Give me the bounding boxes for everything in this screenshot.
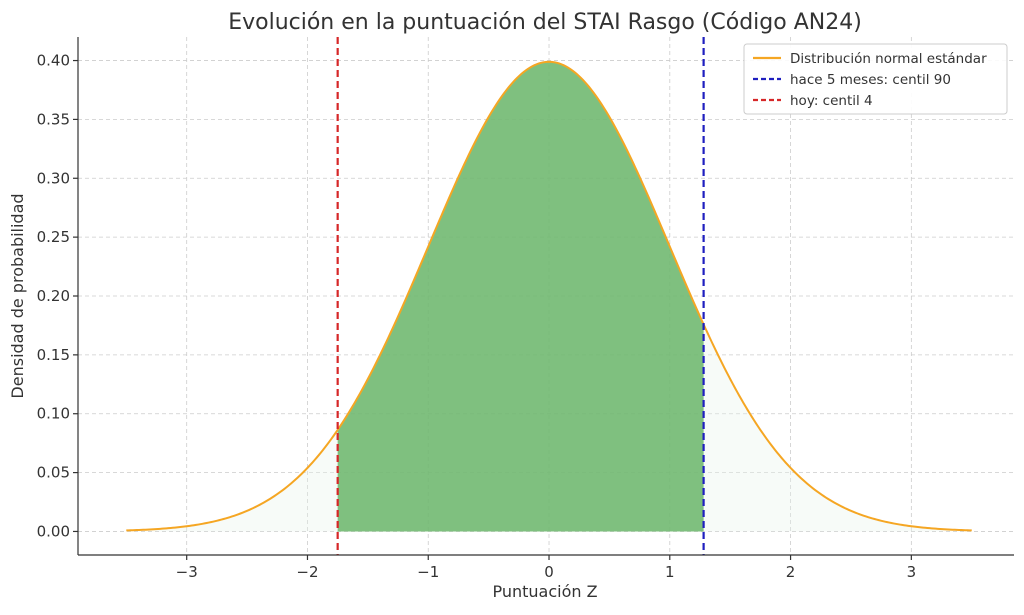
y-axis-label: Densidad de probabilidad [8,193,27,398]
y-tick-label: 0.00 [37,522,70,540]
x-tick-label: −2 [296,563,318,581]
y-tick-label: 0.20 [37,287,70,305]
legend: Distribución normal estándar hace 5 meses… [743,43,1008,115]
legend-box [743,43,1008,115]
y-tick-label: 0.40 [37,52,70,70]
y-tick-label: 0.15 [37,346,70,364]
x-tick-label: −3 [176,563,198,581]
x-tick-label: 1 [665,563,675,581]
y-tick-label: 0.25 [37,228,70,246]
plot-group [126,37,972,555]
x-tick-label: −1 [417,563,439,581]
normal-curve-line [126,60,972,532]
x-tick-label: 2 [786,563,796,581]
y-tick-label: 0.30 [37,169,70,187]
y-tick-label: 0.10 [37,405,70,423]
legend-label: hoy: centil 4 [790,93,873,109]
legend-label: hace 5 meses: centil 90 [790,72,951,88]
x-tick-label: 3 [907,563,917,581]
x-axis-label: Puntuación Z [492,582,597,601]
y-tick-label: 0.05 [37,464,70,482]
legend-label: Distribución normal estándar [790,51,987,67]
axes-group: −3 −2 −1 0 1 2 3 0.00 0.05 0.10 0.15 0.20 0.25 0.30 0.… [37,37,1014,581]
chart-title: Evolución en la puntuación del STAI Rasg… [228,10,862,35]
x-tick-label: 0 [544,563,554,581]
shaded-region [337,61,704,532]
y-tick-label: 0.35 [37,110,70,128]
